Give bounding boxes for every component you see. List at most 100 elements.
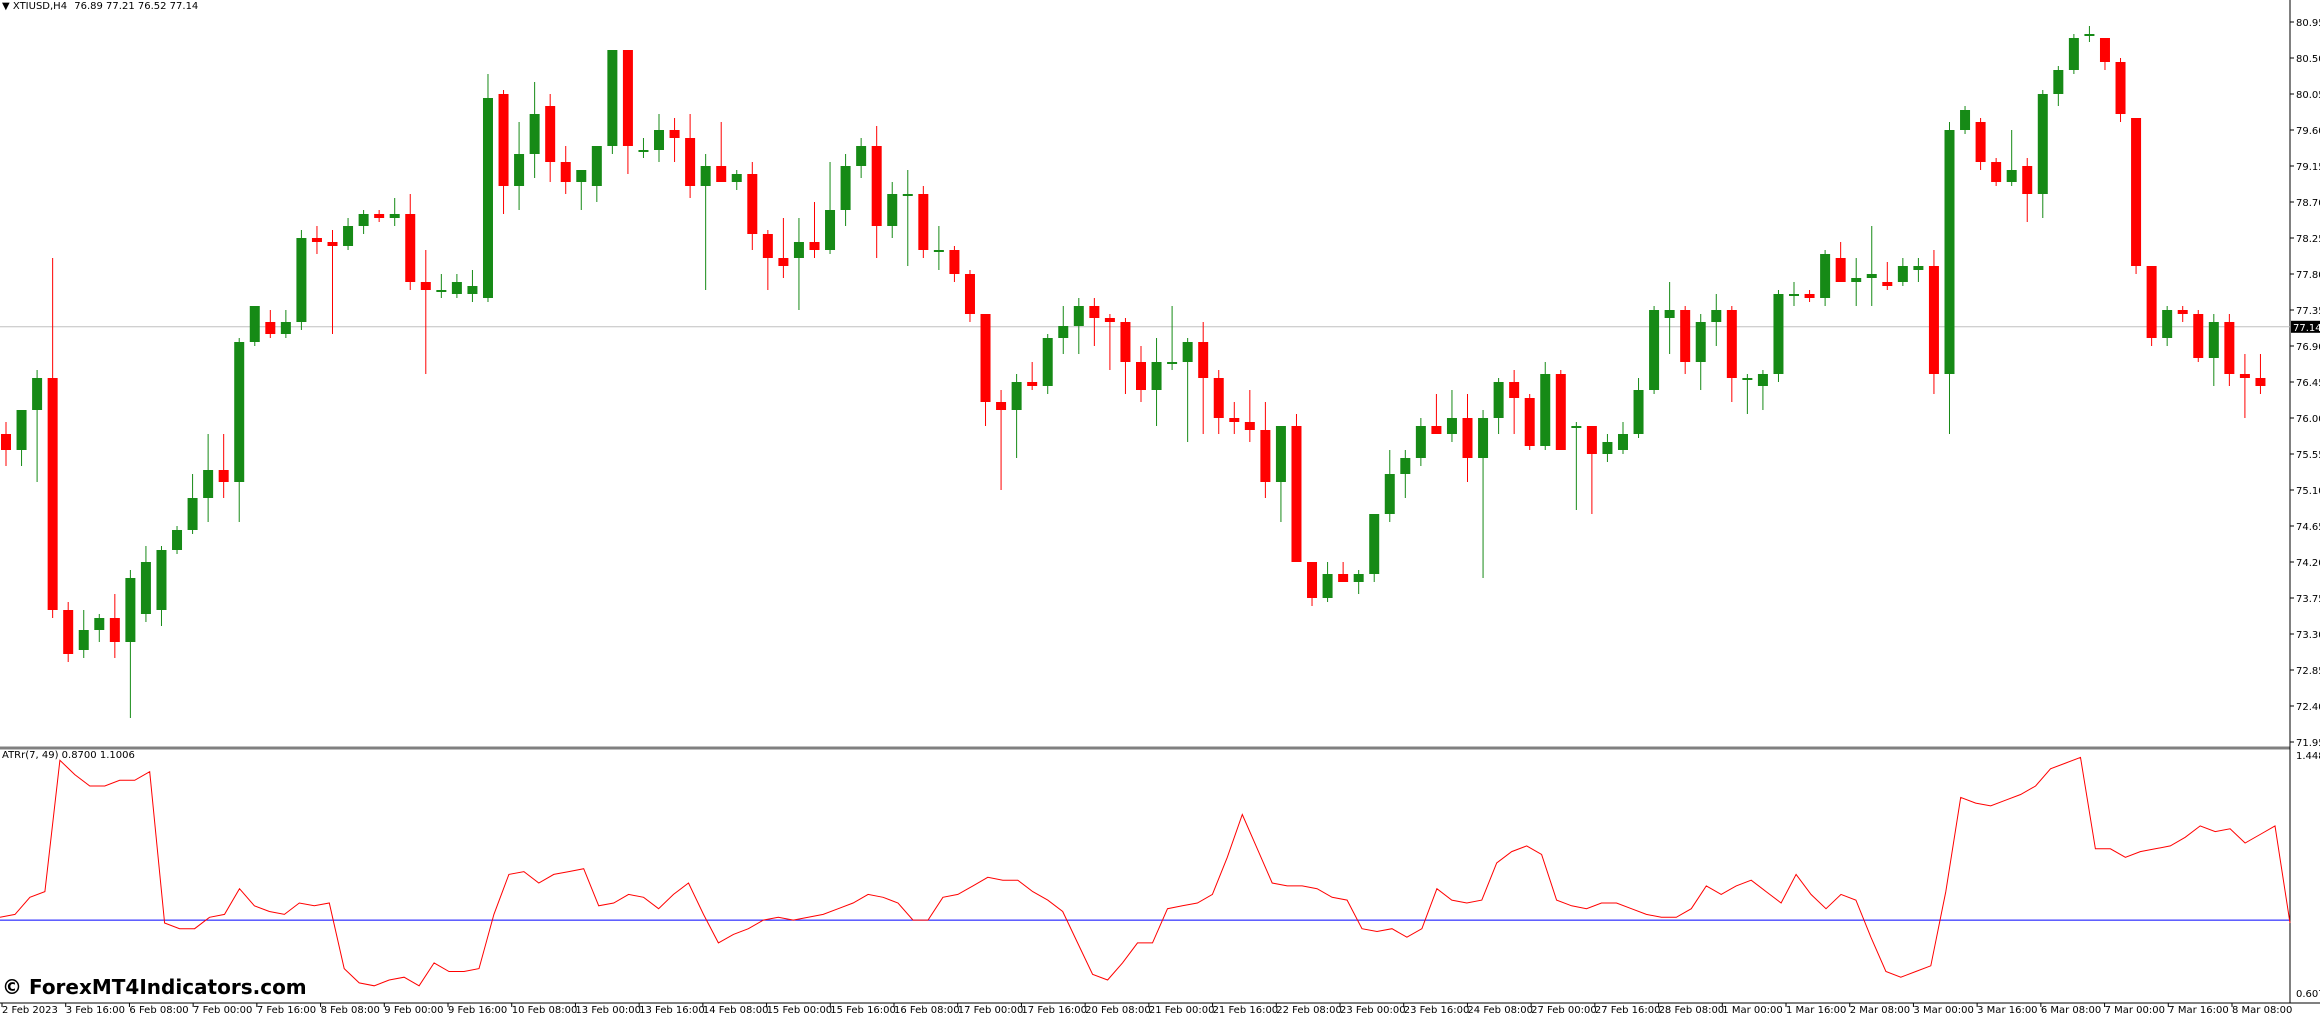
bull-candle [1789, 294, 1800, 296]
time-tick-label: 6 Feb 08:00 [129, 1005, 188, 1015]
bull-candle [1742, 378, 1753, 380]
bull-candle [1866, 274, 1877, 278]
bull-candle [32, 378, 43, 410]
bull-candle [2037, 94, 2048, 194]
time-tick-label: 23 Feb 16:00 [1404, 1005, 1470, 1015]
bull-candle [731, 174, 742, 182]
time-tick-label: 17 Feb 00:00 [958, 1005, 1024, 1015]
bull-candle [1571, 426, 1582, 428]
bear-candle [2022, 166, 2033, 194]
time-tick-label: 17 Feb 16:00 [1021, 1005, 1087, 1015]
current-price-tag-label: 77.14 [2293, 323, 2320, 334]
bull-candle [16, 410, 27, 450]
bull-candle [607, 50, 618, 146]
bear-candle [1338, 574, 1349, 582]
price-tick-label: 77.35 [2296, 306, 2320, 317]
time-tick-label: 7 Mar 16:00 [2168, 1005, 2228, 1015]
bull-candle [1664, 310, 1675, 318]
bull-candle [203, 470, 214, 498]
bear-candle [374, 214, 385, 218]
bull-candle [1602, 442, 1613, 454]
price-tick-label: 78.25 [2296, 234, 2320, 245]
time-tick-label: 3 Feb 16:00 [66, 1005, 125, 1015]
bull-candle [343, 226, 354, 246]
bull-candle [1711, 310, 1722, 322]
header-triangle-icon[interactable]: ▼ [2, 1, 10, 12]
bull-candle [1073, 306, 1084, 326]
bear-candle [1136, 362, 1146, 390]
bull-candle [1773, 294, 1784, 374]
bear-candle [622, 50, 633, 146]
time-tick-label: 24 Feb 08:00 [1467, 1005, 1533, 1015]
time-tick-label: 23 Feb 00:00 [1340, 1005, 1406, 1015]
bull-candle [249, 306, 260, 342]
bull-candle [576, 170, 587, 182]
bear-candle [1726, 310, 1737, 378]
bull-candle [94, 618, 105, 630]
time-tick-label: 3 Mar 00:00 [1913, 1005, 1973, 1015]
time-tick-label: 27 Feb 16:00 [1595, 1005, 1661, 1015]
bull-candle [514, 154, 525, 186]
price-tick-label: 79.60 [2296, 126, 2320, 137]
indicator-tick-label: 0.6076 [2296, 989, 2320, 1000]
bull-candle [638, 150, 649, 152]
bear-candle [1260, 430, 1271, 482]
bull-candle [1493, 382, 1504, 418]
time-tick-label: 2 Mar 08:00 [1850, 1005, 1910, 1015]
bear-candle [420, 282, 431, 290]
time-tick-label: 13 Feb 00:00 [575, 1005, 641, 1015]
time-tick-label: 15 Feb 16:00 [830, 1005, 896, 1015]
time-tick-label: 8 Mar 08:00 [2232, 1005, 2292, 1015]
time-tick-label: 14 Feb 08:00 [703, 1005, 769, 1015]
bull-candle [389, 214, 400, 218]
bear-candle [1991, 162, 2002, 182]
price-tick-label: 80.95 [2296, 18, 2320, 29]
price-tick-label: 74.65 [2296, 522, 2320, 533]
bear-candle [996, 402, 1007, 410]
bull-candle [840, 166, 851, 210]
price-tick-label: 77.80 [2296, 270, 2320, 281]
bear-candle [2255, 378, 2266, 386]
time-tick-label: 13 Feb 16:00 [639, 1005, 705, 1015]
bear-candle [1680, 310, 1691, 362]
price-tick-label: 76.45 [2296, 378, 2320, 389]
bear-candle [762, 234, 773, 258]
price-tick-label: 71.95 [2296, 738, 2320, 749]
time-tick-label: 3 Mar 16:00 [1977, 1005, 2037, 1015]
bull-candle [1944, 130, 1955, 374]
time-tick-label: 21 Feb 00:00 [1149, 1005, 1215, 1015]
bull-candle [1897, 266, 1908, 282]
atr-indicator-plot [0, 756, 2291, 987]
symbol-header: ▼ XTIUSD,H4 76.89 77.21 76.52 77.14 [2, 1, 198, 12]
price-axis[interactable]: 80.95 80.50 80.05 79.60 79.15 78.70 78.25 77.80… [2290, 18, 2320, 749]
bear-candle [778, 258, 789, 266]
indicator-tick-label: 1.4485 [2296, 751, 2320, 762]
bear-candle [498, 94, 509, 186]
current-price-tag-bg [2291, 320, 2320, 333]
bull-candle [1695, 322, 1706, 362]
price-tick-label: 72.85 [2296, 666, 2320, 677]
price-tick-label: 78.70 [2296, 198, 2320, 209]
time-axis[interactable]: 2 Feb 2023 3 Feb 16:00 6 Feb 08:00 7 Feb 00… [1, 1003, 2292, 1016]
time-tick-label: 27 Feb 00:00 [1531, 1005, 1597, 1015]
bear-candle [2115, 62, 2126, 114]
bear-candle [2099, 38, 2110, 62]
bull-candle [933, 250, 944, 252]
bear-candle [949, 250, 960, 274]
bull-candle [451, 282, 462, 294]
bear-candle [1431, 426, 1442, 434]
price-tick-label: 80.50 [2296, 54, 2320, 65]
bull-candle [1042, 338, 1053, 386]
bear-candle [1835, 258, 1846, 282]
bull-candle [1913, 266, 1924, 270]
time-tick-label: 10 Feb 08:00 [512, 1005, 578, 1015]
bull-candle [856, 146, 867, 166]
time-tick-label: 22 Feb 08:00 [1276, 1005, 1342, 1015]
bear-candle [1555, 374, 1566, 450]
bear-candle [545, 106, 556, 162]
bear-candle [747, 174, 758, 234]
time-tick-label: 8 Feb 08:00 [321, 1005, 380, 1015]
